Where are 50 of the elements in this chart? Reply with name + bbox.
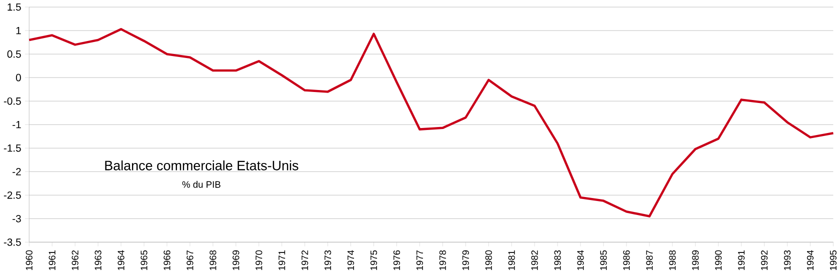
y-tick-label: 0: [16, 74, 21, 82]
y-tick-label: -0.5: [4, 97, 21, 105]
x-tick-label: 1966: [164, 250, 170, 270]
x-tick-label: 1979: [462, 250, 469, 270]
x-tick-label: 1961: [48, 250, 56, 270]
x-tick-label: 1987: [646, 250, 653, 270]
x-tick-label: 1992: [761, 250, 768, 270]
x-tick-label: 1989: [692, 250, 699, 270]
x-tick-label: 1962: [72, 250, 78, 270]
x-tick-label: 1963: [94, 250, 102, 270]
text: % du PIB: [182, 180, 220, 188]
y-tick-label: -1: [12, 120, 21, 128]
x-tick-label: 1983: [554, 250, 561, 270]
text: Balance commerciale Etats-Unis: [105, 160, 298, 170]
y-tick-label: -1.5: [4, 144, 21, 152]
y-tick-label: -2: [12, 168, 21, 176]
x-tick-label: 1972: [302, 250, 308, 270]
x-tick-label: 1988: [669, 250, 676, 270]
x-tick-label: 1978: [439, 250, 446, 270]
x-tick-label: 1975: [370, 250, 378, 270]
x-tick-label: 1990: [715, 250, 722, 270]
x-tick-label: 1977: [416, 250, 424, 270]
x-tick-label: 1960: [26, 250, 32, 270]
x-tick-label: 1969: [232, 250, 240, 270]
x-tick-label: 1976: [393, 250, 400, 270]
x-tick-label: 1964: [118, 250, 124, 270]
x-tick-label: 1974: [347, 250, 354, 270]
x-tick-label: 1967: [186, 250, 194, 270]
y-tick-label: 1.5: [8, 3, 21, 11]
x-tick-label: 1986: [623, 250, 630, 270]
x-tick-label: 1968: [210, 250, 216, 270]
x-tick-label: 1965: [140, 250, 148, 270]
x-tick-label: 1991: [738, 250, 745, 270]
x-tick-label: 1984: [577, 250, 584, 270]
x-tick-label: 1995: [830, 250, 837, 270]
x-tick-label: 1970: [256, 250, 262, 270]
x-tick-label: 1982: [531, 250, 538, 270]
y-tick-label: 0.5: [7, 50, 21, 58]
x-tick-label: 1985: [600, 250, 607, 270]
y-tick-label: -3: [12, 214, 21, 222]
y-tick-label: -2.5: [4, 191, 21, 199]
y-tick-label: -3.5: [4, 238, 21, 246]
x-tick-label: 1973: [324, 250, 332, 270]
x-tick-label: 1994: [806, 250, 814, 270]
line-series: [28, 28, 834, 218]
x-tick-label: 1971: [278, 250, 286, 270]
x-tick-label: 1993: [784, 250, 791, 270]
x-tick-label: 1980: [485, 250, 492, 270]
y-tick-label: 1: [16, 26, 21, 34]
x-tick-label: 1981: [508, 250, 515, 270]
